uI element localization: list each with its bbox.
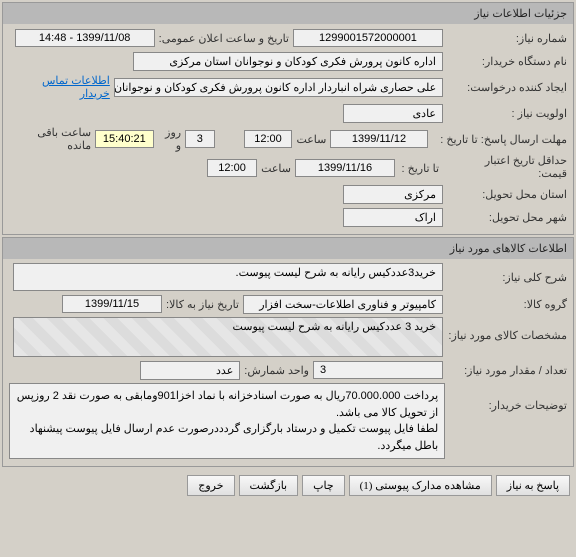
spec-label: مشخصات کالای مورد نیاز: — [443, 317, 567, 342]
row-buyer-notes: توضیحات خریدار: پرداخت 70.000.000ریال به… — [9, 383, 567, 459]
summary-value: خرید3عددکیس رایانه به شرح لیست پیوست. — [13, 263, 443, 291]
need-info-header: جزئیات اطلاعات نیاز — [3, 3, 573, 24]
button-bar: پاسخ به نیاز مشاهده مدارک پیوستی (1) چاپ… — [0, 469, 576, 502]
spec-value: خرید 3 عددکیس رایانه به شرح لیست پیوست — [13, 317, 443, 357]
need-date-label: تاریخ نیاز به کالا: — [162, 298, 243, 311]
city-label: شهر محل تحویل: — [443, 211, 567, 224]
row-buyer-org: نام دستگاه خریدار: اداره کانون پرورش فکر… — [9, 51, 567, 71]
view-attachments-button[interactable]: مشاهده مدارک پیوستی (1) — [349, 475, 492, 496]
row-deadline: مهلت ارسال پاسخ: تا تاریخ : 1399/11/12 س… — [9, 126, 567, 152]
contact-link[interactable]: اطلاعات تماس خریدار — [9, 74, 110, 100]
qty-value: 3 — [313, 361, 443, 379]
deadline-label: مهلت ارسال پاسخ: تا تاریخ : — [428, 133, 567, 146]
row-province: استان محل تحویل: مرکزی — [9, 184, 567, 204]
exit-button[interactable]: خروج — [187, 475, 234, 496]
unit-value: عدد — [140, 361, 240, 380]
days-and-label: روز و — [154, 126, 186, 152]
row-summary: شرح کلی نیاز: خرید3عددکیس رایانه به شرح … — [9, 263, 567, 291]
buyer-notes-label: توضیحات خریدار: — [445, 383, 567, 412]
deadline-time: 12:00 — [244, 130, 293, 148]
print-button[interactable]: چاپ — [302, 475, 345, 496]
remain-time: 15:40:21 — [95, 130, 154, 148]
need-info-panel: جزئیات اطلاعات نیاز شماره نیاز: 12990015… — [2, 2, 574, 235]
back-button[interactable]: بازگشت — [239, 475, 299, 496]
row-city: شهر محل تحویل: اراک — [9, 207, 567, 227]
requester-value: علی حصاری شراه انباردار اداره کانون پرور… — [114, 78, 443, 97]
announce-value: 1399/11/08 - 14:48 — [15, 29, 155, 47]
credit-time-label: ساعت — [257, 162, 295, 175]
announce-label: تاریخ و ساعت اعلان عمومی: — [155, 32, 293, 45]
requester-label: ایجاد کننده درخواست: — [443, 81, 567, 94]
credit-time: 12:00 — [207, 159, 257, 177]
days-remain: 3 — [185, 130, 214, 148]
city-value: اراک — [343, 208, 443, 227]
need-date-value: 1399/11/15 — [62, 295, 162, 313]
row-priority: اولویت نیاز : عادی — [9, 103, 567, 123]
province-value: مرکزی — [343, 185, 443, 204]
buyer-org-value: اداره کانون پرورش فکری کودکان و نوجوانان… — [133, 52, 443, 71]
respond-button[interactable]: پاسخ به نیاز — [496, 475, 570, 496]
deadline-time-label: ساعت — [292, 133, 330, 146]
goods-info-header: اطلاعات کالاهای مورد نیاز — [3, 238, 573, 259]
priority-value: عادی — [343, 104, 443, 123]
qty-label: تعداد / مقدار مورد نیاز: — [443, 364, 567, 377]
buyer-notes-value: پرداخت 70.000.000ریال به صورت اسنادخزانه… — [9, 383, 445, 459]
row-credit: حداقل تاریخ اعتبار قیمت: تا تاریخ : 1399… — [9, 155, 567, 181]
group-value: کامپیوتر و فناوری اطلاعات-سخت افزار — [243, 295, 443, 314]
row-group: گروه کالا: کامپیوتر و فناوری اطلاعات-سخت… — [9, 294, 567, 314]
deadline-date: 1399/11/12 — [330, 130, 427, 148]
credit-date: 1399/11/16 — [295, 159, 395, 177]
request-number-label: شماره نیاز: — [443, 32, 567, 45]
priority-label: اولویت نیاز : — [443, 107, 567, 120]
request-number-value: 1299001572000001 — [293, 29, 443, 47]
goods-info-panel: اطلاعات کالاهای مورد نیاز شرح کلی نیاز: … — [2, 237, 574, 467]
remain-label: ساعت باقی مانده — [9, 126, 95, 152]
row-spec: مشخصات کالای مورد نیاز: خرید 3 عددکیس را… — [9, 317, 567, 357]
credit-until: تا تاریخ : — [395, 162, 443, 175]
row-request-number: شماره نیاز: 1299001572000001 تاریخ و ساع… — [9, 28, 567, 48]
province-label: استان محل تحویل: — [443, 188, 567, 201]
row-requester: ایجاد کننده درخواست: علی حصاری شراه انبا… — [9, 74, 567, 100]
group-label: گروه کالا: — [443, 298, 567, 311]
need-info-body: شماره نیاز: 1299001572000001 تاریخ و ساع… — [3, 24, 573, 234]
row-qty: تعداد / مقدار مورد نیاز: 3 واحد شمارش: ع… — [9, 360, 567, 380]
buyer-org-label: نام دستگاه خریدار: — [443, 55, 567, 68]
goods-info-body: شرح کلی نیاز: خرید3عددکیس رایانه به شرح … — [3, 259, 573, 466]
summary-label: شرح کلی نیاز: — [443, 263, 567, 284]
credit-label: حداقل تاریخ اعتبار قیمت: — [443, 155, 567, 181]
unit-label: واحد شمارش: — [240, 364, 313, 377]
